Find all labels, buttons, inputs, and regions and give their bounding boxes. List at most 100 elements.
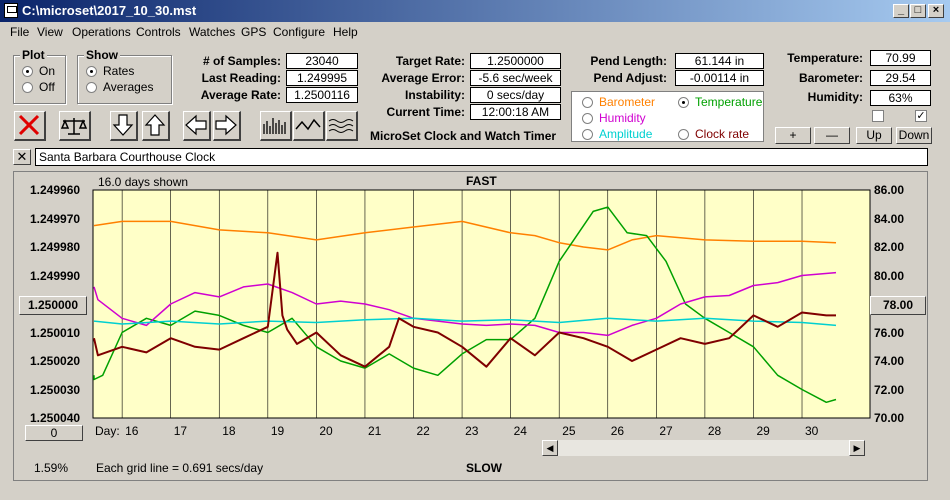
left-arrow-icon — [185, 114, 207, 136]
watch-name-field[interactable]: Santa Barbara Courthouse Clock — [35, 148, 928, 166]
days-shown: 16.0 days shown — [98, 175, 189, 189]
menu-gps[interactable]: GPS — [241, 25, 267, 39]
legend-barometer-radio[interactable] — [582, 97, 593, 108]
legend-humidity-radio[interactable] — [582, 113, 593, 124]
horizontal-scrollbar[interactable]: ◀ ▶ — [542, 440, 865, 456]
minimize-button[interactable]: _ — [893, 4, 909, 18]
wave-icon — [295, 118, 321, 131]
menu-operations[interactable]: Operations — [72, 25, 131, 39]
show-averages-radio[interactable] — [86, 82, 97, 93]
humidity-label: Humidity: — [807, 90, 863, 104]
x-axis-tick: 26 — [610, 424, 625, 438]
right-axis-tick: 76.00 — [874, 325, 905, 340]
instability-label: Instability: — [404, 88, 465, 102]
show-rates-radio[interactable] — [86, 66, 97, 77]
legend-clockrate-radio[interactable] — [678, 129, 689, 140]
window-title: C:\microset\2017_10_30.mst — [22, 3, 197, 18]
title-bar[interactable]: C:\microset\2017_10_30.mst _ □ × — [0, 0, 950, 22]
clear-watch-button[interactable]: ✕ — [13, 149, 31, 165]
stop-button[interactable] — [14, 111, 46, 141]
temperature-field: 70.99 — [870, 50, 931, 66]
menu-file[interactable]: File — [10, 25, 30, 39]
right-axis-tick: 82.00 — [874, 240, 905, 254]
plot-off-radio[interactable] — [22, 82, 33, 93]
line-graph-button[interactable] — [293, 111, 325, 141]
show-group: Show — [77, 48, 172, 104]
right-axis-tick: 72.00 — [874, 382, 905, 397]
grid-note: Each grid line = 0.691 secs/day — [96, 461, 264, 475]
series-legend: Barometer Temperature Humidity Amplitude… — [571, 91, 764, 142]
x-axis-tick: 23 — [465, 424, 479, 438]
down-button[interactable]: Down — [896, 127, 932, 144]
scroll-right-button[interactable]: ▶ — [849, 440, 865, 456]
percent-readout: 1.59% — [34, 461, 69, 475]
last-reading-label: Last Reading: — [201, 71, 281, 85]
x-axis-tick: 21 — [367, 424, 382, 438]
legend-amplitude-radio[interactable] — [582, 129, 593, 140]
x-axis-tick: 25 — [562, 424, 576, 438]
center-rate-button[interactable]: 1.250000 — [19, 296, 87, 315]
right-axis-tick: 84.00 — [874, 211, 905, 226]
menu-controls[interactable]: Controls — [136, 25, 181, 39]
plot-frame — [13, 171, 928, 481]
barometer-field: 29.54 — [870, 70, 931, 86]
menu-configure[interactable]: Configure — [273, 25, 326, 39]
legend-temperature-radio[interactable] — [678, 97, 689, 108]
minus-button[interactable]: — — [814, 127, 850, 144]
plot-off-label: Off — [39, 80, 55, 94]
series-line-clock-rate — [93, 251, 836, 368]
up-arrow-button[interactable] — [142, 111, 170, 141]
show-averages-label: Averages — [103, 80, 154, 94]
plot-group-title: Plot — [20, 48, 47, 62]
left-axis-tick: 1.250010 — [30, 325, 81, 340]
pend-adjust-field: -0.00114 in — [675, 70, 764, 86]
right-arrow-button[interactable] — [213, 111, 241, 141]
checkbox-right[interactable]: ✓ — [915, 110, 927, 122]
red-x-icon — [18, 114, 40, 136]
plus-button[interactable]: + — [775, 127, 811, 144]
down-arrow-button[interactable] — [110, 111, 138, 141]
series-line-humidity — [93, 271, 837, 337]
plot-on-radio[interactable] — [22, 66, 33, 77]
center-temp-button[interactable]: 78.00 — [870, 296, 926, 315]
menu-view[interactable]: View — [37, 25, 63, 39]
right-axis-tick: 70.00 — [874, 411, 905, 425]
left-arrow-button[interactable] — [183, 111, 211, 141]
menu-help[interactable]: Help — [333, 25, 358, 39]
right-arrow-icon — [215, 114, 237, 136]
app-icon — [4, 3, 18, 18]
histogram-icon — [263, 118, 286, 134]
temperature-label: Temperature: — [787, 51, 863, 65]
multi-wave-button[interactable] — [326, 111, 358, 141]
left-axis-tick: 1.249960 — [30, 183, 81, 197]
x-axis-tick: 22 — [416, 424, 430, 438]
left-axis-tick: 1.249970 — [30, 211, 81, 226]
fast-label: FAST — [466, 174, 497, 188]
maximize-button[interactable]: □ — [910, 4, 926, 18]
close-button[interactable]: × — [928, 4, 944, 18]
balance-button[interactable] — [59, 111, 91, 141]
instability-field: 0 secs/day — [470, 87, 561, 103]
average-error-field: -5.6 sec/week — [470, 70, 561, 86]
x-axis-tick: 28 — [707, 424, 722, 438]
current-time-field: 12:00:18 AM — [470, 104, 561, 120]
average-rate-label: Average Rate: — [200, 88, 281, 102]
right-axis-tick: 80.00 — [874, 268, 905, 283]
plot-on-label: On — [39, 64, 56, 78]
offset-button[interactable]: 0 — [25, 425, 83, 441]
scale-icon — [60, 118, 88, 135]
x-axis-tick: 16 — [125, 424, 139, 438]
histogram-button[interactable] — [260, 111, 292, 141]
left-axis-tick: 1.250030 — [30, 382, 81, 397]
down-arrow-icon — [112, 114, 134, 136]
x-axis-tick: 20 — [319, 424, 333, 438]
menu-watches[interactable]: Watches — [189, 25, 236, 39]
humidity-field: 63% — [870, 90, 931, 106]
x-axis-tick: 18 — [222, 424, 236, 438]
show-group-title: Show — [84, 48, 120, 62]
timer-title: MicroSet Clock and Watch Timer — [370, 129, 557, 143]
left-axis-tick: 1.250020 — [30, 354, 81, 368]
scroll-left-button[interactable]: ◀ — [542, 440, 558, 456]
checkbox-left[interactable] — [872, 110, 884, 122]
up-button[interactable]: Up — [856, 127, 892, 144]
